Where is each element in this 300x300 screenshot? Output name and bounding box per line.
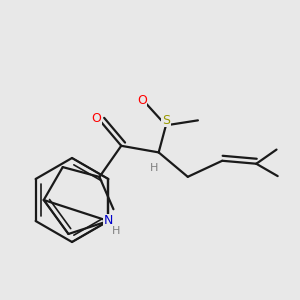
Text: N: N [104, 214, 113, 227]
Text: O: O [92, 112, 101, 124]
Text: O: O [137, 94, 147, 107]
Text: S: S [162, 114, 170, 127]
Text: H: H [112, 226, 121, 236]
Text: H: H [149, 164, 158, 173]
